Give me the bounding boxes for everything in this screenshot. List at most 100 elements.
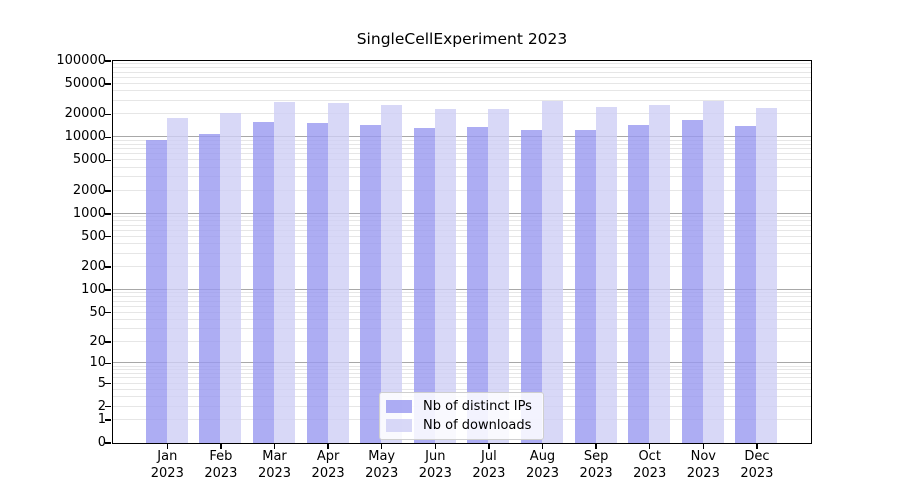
x-tick-mark xyxy=(541,444,544,449)
gridline-minor xyxy=(112,328,811,330)
gridline-major xyxy=(112,362,811,364)
bar-downloads-feb xyxy=(220,113,242,443)
y-tick-label: 1000 xyxy=(72,205,106,221)
gridline-minor xyxy=(112,252,811,254)
gridline-minor xyxy=(112,176,811,178)
gridline-minor xyxy=(112,224,811,226)
y-tick-mark xyxy=(105,405,111,408)
gridline-minor xyxy=(112,235,811,237)
gridline-minor xyxy=(112,143,811,145)
gridline-major xyxy=(112,212,811,214)
gridline-minor xyxy=(112,311,811,313)
x-tick-mark xyxy=(648,444,651,449)
gridline-major xyxy=(112,288,811,290)
gridline-minor xyxy=(112,99,811,101)
bar-distinct-ips-may xyxy=(360,125,382,443)
bar-downloads-apr xyxy=(327,103,349,443)
y-tick-label: 100 xyxy=(81,281,106,297)
legend-label: Nb of downloads xyxy=(423,418,532,433)
x-tick-label: May 2023 xyxy=(365,449,399,481)
gridline-minor xyxy=(112,292,811,294)
x-tick-mark xyxy=(595,444,597,449)
gridline-minor xyxy=(112,340,811,342)
gridline-minor xyxy=(112,266,811,268)
gridline-minor xyxy=(112,71,811,73)
bar-distinct-ips-nov xyxy=(681,120,703,443)
x-tick-mark xyxy=(220,444,222,449)
gridline-minor xyxy=(112,189,811,191)
gridline-minor xyxy=(112,90,811,92)
bar-distinct-ips-jul xyxy=(467,126,489,443)
y-tick-label: 5 xyxy=(97,375,106,391)
gridline-minor xyxy=(112,220,811,222)
y-tick-mark xyxy=(105,83,111,85)
gridline-minor xyxy=(112,305,811,307)
x-tick-mark xyxy=(434,444,437,449)
bar-distinct-ips-oct xyxy=(628,125,650,443)
gridline-minor xyxy=(112,296,811,298)
y-tick-label: 10000 xyxy=(64,129,106,145)
gridline-minor xyxy=(112,373,811,374)
bar-distinct-ips-dec xyxy=(735,126,757,443)
gridline-minor xyxy=(112,388,811,390)
x-tick-label: Feb 2023 xyxy=(204,449,238,481)
legend-item-distinct-ips: Nb of distinct IPs xyxy=(386,397,537,416)
bar-distinct-ips-jan xyxy=(145,139,167,443)
gridline-minor xyxy=(112,67,811,69)
x-tick-label: Jun 2023 xyxy=(418,449,452,481)
x-tick-mark xyxy=(756,444,758,449)
y-tick-mark xyxy=(105,382,111,385)
gridline-minor xyxy=(112,63,811,65)
y-tick-mark xyxy=(105,341,111,343)
y-tick-mark xyxy=(105,419,111,421)
bar-downloads-dec xyxy=(756,108,778,443)
bar-distinct-ips-aug xyxy=(521,129,542,443)
y-tick-mark xyxy=(105,213,111,215)
gridline-minor xyxy=(112,369,811,371)
gridline-minor xyxy=(112,148,811,150)
gridline-minor xyxy=(112,300,811,302)
bar-downloads-jul xyxy=(488,109,510,443)
y-tick-label: 1 xyxy=(97,412,106,427)
x-tick-label: Nov 2023 xyxy=(686,449,720,481)
x-tick-mark xyxy=(273,444,276,449)
y-tick-label: 50000 xyxy=(64,75,106,91)
gridline-minor xyxy=(112,318,811,320)
y-tick-label: 20 xyxy=(89,333,106,349)
gridline-minor xyxy=(112,139,811,141)
bar-downloads-mar xyxy=(274,101,295,443)
y-tick-mark xyxy=(105,60,111,62)
legend-label: Nb of distinct IPs xyxy=(423,399,532,414)
y-tick-mark xyxy=(105,190,111,192)
bar-downloads-sep xyxy=(595,106,617,443)
bar-downloads-oct xyxy=(649,105,671,443)
legend-swatch-downloads xyxy=(386,419,412,432)
x-tick-mark xyxy=(488,444,490,449)
gridline-minor xyxy=(112,365,811,367)
y-tick-mark xyxy=(105,289,111,291)
x-tick-mark xyxy=(702,444,705,449)
bar-downloads-may xyxy=(381,104,403,443)
x-tick-mark xyxy=(166,444,169,449)
y-tick-mark xyxy=(105,159,111,162)
y-tick-label: 200 xyxy=(81,259,106,275)
gridline-minor xyxy=(112,382,811,384)
gridline-minor xyxy=(112,82,811,84)
x-tick-label: Aug 2023 xyxy=(525,449,560,481)
x-tick-label: Jan 2023 xyxy=(150,449,184,481)
bar-distinct-ips-sep xyxy=(574,130,596,443)
gridline-minor xyxy=(112,113,811,115)
y-tick-label: 2000 xyxy=(72,182,106,198)
y-tick-label: 100000 xyxy=(56,52,106,68)
y-tick-label: 2 xyxy=(97,398,106,414)
y-tick-mark xyxy=(105,266,111,268)
gridline-minor xyxy=(112,216,811,218)
bar-distinct-ips-jun xyxy=(413,128,435,443)
gridline-minor xyxy=(112,377,811,379)
x-tick-label: Apr 2023 xyxy=(311,449,345,481)
x-tick-mark xyxy=(380,444,383,449)
gridline-minor xyxy=(112,229,811,231)
y-tick-label: 50 xyxy=(89,304,106,320)
gridline-minor xyxy=(112,76,811,78)
